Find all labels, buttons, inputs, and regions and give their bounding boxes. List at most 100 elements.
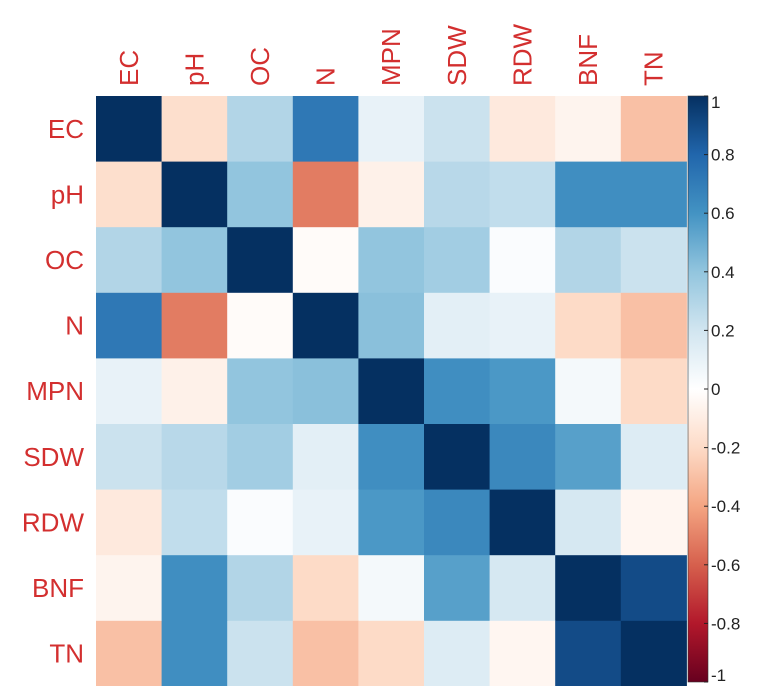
heatmap-cell-ec-bnf [555, 96, 622, 163]
heatmap-cell-oc-ph [161, 227, 228, 294]
heatmap-cell-n-ec [96, 292, 163, 359]
heatmap-cell-tn-ec [96, 620, 163, 686]
heatmap-cell-bnf-ph [161, 555, 228, 622]
column-label-mpn: MPN [376, 28, 406, 86]
heatmap-cell-tn-ph [161, 620, 228, 686]
heatmap-cell-ph-bnf [555, 161, 622, 228]
heatmap-cell-ph-oc [227, 161, 294, 228]
heatmap-cell-tn-oc [227, 620, 294, 686]
column-label-n: N [311, 67, 341, 86]
colorbar-tick-label: 0 [711, 380, 720, 399]
heatmap-cell-tn-mpn [358, 620, 425, 686]
column-label-oc: OC [245, 47, 275, 86]
row-label-mpn: MPN [26, 376, 84, 406]
colorbar-tick-label: -0.4 [711, 497, 740, 516]
heatmap-cell-bnf-tn [620, 555, 687, 622]
heatmap-cell-sdw-tn [620, 424, 687, 491]
heatmap-cell-ec-mpn [358, 96, 425, 163]
heatmap-cell-oc-ec [96, 227, 163, 294]
heatmap-cell-n-mpn [358, 292, 425, 359]
heatmap-cell-n-tn [620, 292, 687, 359]
colorbar-tick-label: -1 [711, 666, 726, 685]
heatmap-cell-ph-rdw [489, 161, 556, 228]
heatmap-cell-rdw-rdw [489, 489, 556, 556]
colorbar-tick-label: 0.8 [711, 146, 735, 165]
heatmap-cell-bnf-ec [96, 555, 163, 622]
row-label-bnf: BNF [32, 573, 84, 603]
heatmap-cell-sdw-rdw [489, 424, 556, 491]
heatmap-cell-rdw-sdw [424, 489, 491, 556]
heatmap-cell-tn-rdw [489, 620, 556, 686]
heatmap-cell-bnf-mpn [358, 555, 425, 622]
heatmap-cell-sdw-oc [227, 424, 294, 491]
column-label-ec: EC [114, 50, 144, 86]
heatmap-cell-rdw-mpn [358, 489, 425, 556]
heatmap-cell-mpn-ec [96, 358, 163, 425]
column-label-sdw: SDW [442, 25, 472, 86]
heatmap-cell-ec-tn [620, 96, 687, 163]
heatmap-cell-mpn-rdw [489, 358, 556, 425]
heatmap-cell-n-bnf [555, 292, 622, 359]
row-label-sdw: SDW [23, 442, 84, 472]
heatmap-cell-mpn-mpn [358, 358, 425, 425]
heatmap-cell-ph-mpn [358, 161, 425, 228]
column-label-ph: pH [179, 53, 209, 86]
heatmap-cell-ph-ec [96, 161, 163, 228]
row-label-rdw: RDW [22, 507, 85, 537]
heatmap-cell-oc-bnf [555, 227, 622, 294]
row-label-oc: OC [45, 245, 84, 275]
heatmap-cell-n-sdw [424, 292, 491, 359]
heatmap-cell-ph-sdw [424, 161, 491, 228]
heatmap-cell-oc-oc [227, 227, 294, 294]
heatmap-cell-rdw-oc [227, 489, 294, 556]
heatmap-cell-oc-tn [620, 227, 687, 294]
heatmap-cell-mpn-bnf [555, 358, 622, 425]
heatmap-cell-bnf-sdw [424, 555, 491, 622]
heatmap-cell-ec-rdw [489, 96, 556, 163]
heatmap-cell-oc-n [292, 227, 359, 294]
heatmap-cell-ec-oc [227, 96, 294, 163]
heatmap-cell-oc-mpn [358, 227, 425, 294]
heatmap-cell-tn-n [292, 620, 359, 686]
heatmap-cell-sdw-n [292, 424, 359, 491]
heatmap-cell-ph-tn [620, 161, 687, 228]
colorbar-tick-label: 0.4 [711, 263, 735, 282]
heatmap-cell-mpn-n [292, 358, 359, 425]
heatmap-cell-tn-bnf [555, 620, 622, 686]
heatmap-cell-rdw-n [292, 489, 359, 556]
row-label-n: N [65, 311, 84, 341]
heatmap-cell-sdw-bnf [555, 424, 622, 491]
heatmap-cell-mpn-sdw [424, 358, 491, 425]
heatmap-cell-ec-sdw [424, 96, 491, 163]
heatmap-cell-tn-tn [620, 620, 687, 686]
heatmap-cell-ec-ec [96, 96, 163, 163]
row-label-ph: pH [51, 179, 84, 209]
heatmap-cell-bnf-bnf [555, 555, 622, 622]
row-label-ec: EC [48, 114, 84, 144]
heatmap-cell-bnf-rdw [489, 555, 556, 622]
heatmap-cell-ec-ph [161, 96, 228, 163]
colorbar: 1 0.8 0.6 0.4 0.2 0 -0.2 -0.4 -0.6 -0.8 -1 [687, 93, 740, 685]
heatmap-cell-ec-n [292, 96, 359, 163]
heatmap-cell-sdw-mpn [358, 424, 425, 491]
heatmap-cell-ph-ph [161, 161, 228, 228]
heatmap-cell-sdw-sdw [424, 424, 491, 491]
row-labels: EC pH OC N MPN SDW RDW BNF TN [22, 114, 85, 669]
colorbar-tick-label: -0.6 [711, 556, 740, 575]
colorbar-tick-label: 0.2 [711, 321, 735, 340]
column-label-tn: TN [639, 51, 669, 86]
heatmap-cell-n-oc [227, 292, 294, 359]
heatmap-cell-tn-sdw [424, 620, 491, 686]
heatmap-cell-bnf-n [292, 555, 359, 622]
heatmap-cell-rdw-tn [620, 489, 687, 556]
heatmap-cell-mpn-ph [161, 358, 228, 425]
heatmap-cell-rdw-ph [161, 489, 228, 556]
heatmap-cell-oc-rdw [489, 227, 556, 294]
heatmap-cells [96, 96, 687, 686]
heatmap-cell-n-ph [161, 292, 228, 359]
colorbar-tick-label: -0.8 [711, 614, 740, 633]
column-labels: EC pH OC N MPN SDW RDW BNF TN [114, 23, 669, 86]
heatmap-cell-mpn-oc [227, 358, 294, 425]
heatmap-cell-n-rdw [489, 292, 556, 359]
